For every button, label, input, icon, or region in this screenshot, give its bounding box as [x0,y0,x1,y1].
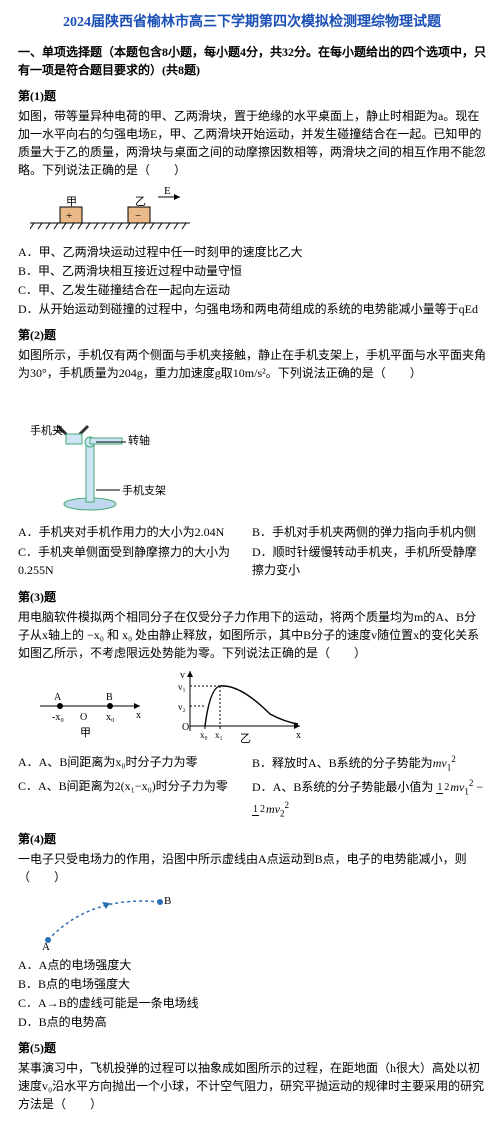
svg-text:手机支架: 手机支架 [122,483,166,497]
svg-text:乙: 乙 [240,732,251,745]
svg-text:转轴: 转轴 [128,433,150,447]
q2-options: A．手机夹对手机作用力的大小为2.04N B．手机对手机夹两侧的弹力指向手机内侧… [18,522,486,580]
q4-head: 第(4)题 [18,830,486,848]
page-title: 2024届陕西省榆林市高三下学期第四次模拟检测理综物理试题 [18,12,486,33]
q4-optB: B．B点的电场强度大 [18,975,486,993]
svg-text:O: O [182,722,189,733]
q4-optC: C．A→B的虚线可能是一条电场线 [18,994,486,1012]
q4-optD: D．B点的电势高 [18,1013,486,1031]
q4-options: A．A点的电场强度大 B．B点的电场强度大 C．A→B的虚线可能是一条电场线 D… [18,956,486,1031]
q1-head: 第(1)题 [18,87,486,105]
q1-optC: C．甲、乙发生碰撞结合在一起向左运动 [18,281,486,299]
svg-text:乙: 乙 [135,195,146,208]
svg-text:A: A [54,692,62,703]
svg-text:甲: 甲 [66,196,77,208]
q2-optA: A．手机夹对手机作用力的大小为2.04N [18,523,252,541]
svg-text:O: O [80,712,87,723]
q4-figure: A B [30,890,486,950]
svg-text:v₁: v₁ [178,682,186,692]
svg-text:x₁: x₁ [215,730,223,740]
q2-figure: 手机夹 转轴 手机支架 [30,386,486,516]
svg-text:x₀: x₀ [200,730,208,740]
q2-optC: C．手机夹单侧面受到静摩擦力的大小为0.255N [18,543,252,579]
q2-head: 第(2)题 [18,326,486,344]
svg-text:+: + [66,210,72,222]
q1-optB: B．甲、乙两滑块相互接近过程中动量守恒 [18,262,486,280]
q1-optA: A．甲、乙两滑块运动过程中任一时刻甲的速度比乙大 [18,243,486,261]
svg-text:-x₀: -x₀ [52,712,64,723]
q5-head: 第(5)题 [18,1039,486,1057]
svg-text:B: B [164,895,171,907]
q3-figure: A B -x₀ O x₀ x 甲 v x O x₀ x₁ v₁ v₂ 乙 [30,666,486,746]
svg-text:x: x [136,710,141,721]
q3-optA: A．A、B间距离为x₀时分子力为零 [18,753,252,775]
svg-text:E: E [164,185,171,197]
q1-options: A．甲、乙两滑块运动过程中任一时刻甲的速度比乙大 B．甲、乙两滑块相互接近过程中… [18,243,486,318]
svg-text:甲: 甲 [80,727,91,739]
q2-optD: D．顺时针缓慢转动手机夹，手机所受静摩擦力变小 [252,543,486,579]
q4-optA: A．A点的电场强度大 [18,956,486,974]
svg-text:手机夹: 手机夹 [30,423,63,437]
q3-head: 第(3)题 [18,588,486,606]
svg-text:x₀: x₀ [106,712,115,723]
svg-text:x: x [296,730,301,741]
q1-stem: 如图，带等量异种电荷的甲、乙两滑块，置于绝缘的水平桌面上，静止时相距为a。现在加… [18,107,486,179]
q1-figure: + 甲 − 乙 E [30,183,486,237]
svg-text:B: B [106,692,113,703]
q2-stem: 如图所示，手机仅有两个侧面与手机夹接触，静止在手机支架上，手机平面与水平面夹角为… [18,346,486,382]
q5-stem: 某事演习中，飞机投弹的过程可以抽象成如图所示的过程，在距地面（h很大）高处以初速… [18,1059,486,1113]
svg-text:v₂: v₂ [178,702,186,712]
q1-optD: D．从开始运动到碰撞的过程中，匀强电场和两电荷组成的系统的电势能减小量等于qEd [18,300,486,318]
q3-optD: D．A、B系统的分子势能最小值为 12mv12 − 12mv22 [252,777,486,821]
q3-optB: B．释放时A、B系统的分子势能为mv12 [252,753,486,775]
svg-text:v: v [180,670,185,681]
section-heading: 一、单项选择题（本题包含8小题，每小题4分，共32分。在每小题给出的四个选项中，… [18,43,486,79]
q3-options: A．A、B间距离为x₀时分子力为零 B．释放时A、B系统的分子势能为mv12 C… [18,752,486,822]
q3-stem: 用电脑软件模拟两个相同分子在仅受分子力作用下的运动，将两个质量均为m的A、B分子… [18,608,486,662]
q4-stem: 一电子只受电场力的作用，沿图中所示虚线由A点运动到B点，电子的电势能减小，则（ … [18,850,486,886]
svg-text:A: A [42,941,50,950]
q2-optB: B．手机对手机夹两侧的弹力指向手机内侧 [252,523,486,541]
svg-text:−: − [135,210,141,222]
q3-optC: C．A、B间距离为2(x₁−x₀)时分子力为零 [18,777,252,821]
